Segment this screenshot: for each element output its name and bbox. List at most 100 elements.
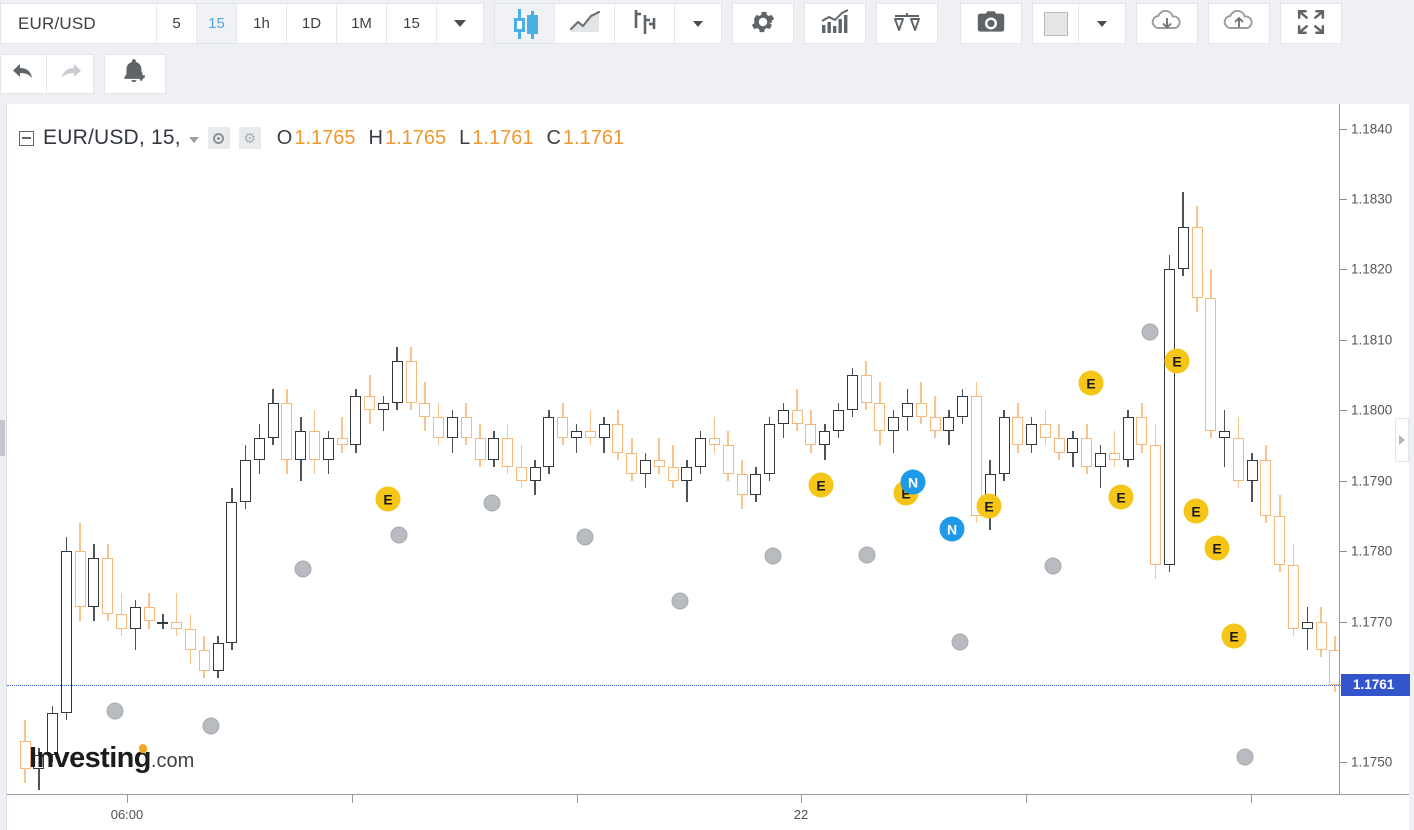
timeframe-1d[interactable]: 1D [287,4,337,43]
timeframe-5[interactable]: 5 [157,4,197,43]
price-tick [1340,480,1347,482]
dividend-marker[interactable] [1141,323,1159,341]
add-alert-button[interactable] [105,55,165,93]
watermark-suffix: .com [150,750,195,772]
news-marker[interactable]: N [939,516,965,542]
dividend-marker[interactable] [671,592,689,610]
dividend-marker[interactable] [202,717,220,735]
chevron-down-icon[interactable] [188,137,199,143]
price-axis[interactable]: 1.1840 1.1830 1.1820 1.1810 1.1800 1.1790 1.17… [1339,104,1410,794]
legend-visibility-button[interactable] [207,127,230,149]
gear-icon: ⚙ [243,130,257,146]
undo-redo-group [0,54,94,94]
line-chart-icon [569,10,600,37]
chevron-down-icon [693,20,703,27]
ohlc-low-key: L [459,126,471,149]
chevron-down-icon [454,20,466,27]
time-tick [352,795,353,803]
ohlc-low-value: 1.1761 [472,126,534,149]
color-swatch-more-button[interactable] [1079,4,1125,43]
undo-button[interactable] [1,55,47,93]
price-axis-label: 1.1750 [1351,754,1393,770]
load-layout-group [1136,3,1198,44]
earnings-marker[interactable]: E [808,472,834,498]
dividend-marker[interactable] [951,633,969,651]
chart-legend: EUR/USD, 15, ⚙ O 1.1765 H 1.1765 L 1.1761 C 1.1… [19,126,637,150]
earnings-marker[interactable]: E [375,486,401,512]
price-tick [1340,128,1347,130]
eye-icon [213,132,225,144]
earnings-marker[interactable]: E [1164,348,1190,374]
redo-button[interactable] [47,55,93,93]
dividend-marker[interactable] [576,528,594,546]
timeframe-15[interactable]: 15 [197,4,237,43]
compare-button[interactable] [877,4,937,43]
main-toolbar: EUR/USD 5 15 1h 1D 1M 15 [0,0,1414,48]
timeframe-more-button[interactable] [437,4,483,43]
price-tick [1340,410,1347,412]
timeframe-custom[interactable]: 15 [387,4,437,43]
cloud-download-icon [1150,9,1184,38]
current-price-line [7,684,1339,686]
dividend-marker[interactable] [390,526,408,544]
chart-type-group [494,3,722,44]
price-axis-label: 1.1830 [1351,191,1393,207]
dividend-marker[interactable] [483,494,501,512]
time-axis[interactable]: 06:00 22 [7,794,1409,830]
color-swatch-button[interactable] [1033,4,1079,43]
timeframe-5-label: 5 [172,15,181,32]
chart-settings-button[interactable] [733,4,793,43]
earnings-marker[interactable]: E [976,493,1002,519]
earnings-marker[interactable]: E [1221,623,1247,649]
symbol-and-timeframe-group: EUR/USD 5 15 1h 1D 1M 15 [0,3,484,44]
right-panel-expand-button[interactable] [1395,418,1409,462]
chart-type-more-button[interactable] [675,4,721,43]
timeframe-1h[interactable]: 1h [237,4,287,43]
dividend-marker[interactable] [294,560,312,578]
earnings-marker[interactable]: E [1108,484,1134,510]
undo-arrow-icon [11,61,37,87]
indicators-button[interactable] [805,4,865,43]
price-tick [1340,199,1347,201]
chart-type-bars-button[interactable] [615,4,675,43]
save-layout-button[interactable] [1209,4,1269,43]
timeframe-1m[interactable]: 1M [337,4,387,43]
dividend-marker[interactable] [1044,557,1062,575]
timeframe-1d-label: 1D [301,15,322,32]
color-swatch-icon [1043,11,1068,36]
left-panel-handle[interactable] [0,420,5,456]
dividend-marker[interactable] [1236,748,1254,766]
earnings-marker[interactable]: E [1183,498,1209,524]
timeframe-15-label: 15 [208,15,225,32]
price-axis-label: 1.1780 [1351,543,1393,559]
price-tick [1340,339,1347,341]
legend-settings-button[interactable]: ⚙ [238,127,261,149]
alert-group [104,54,166,94]
chevron-down-icon [1097,20,1107,27]
ohlc-open-value: 1.1765 [294,126,356,149]
earnings-marker[interactable]: E [1204,535,1230,561]
candlestick-icon [512,8,538,39]
dividend-marker[interactable] [764,547,782,565]
timeframe-custom-label: 15 [403,15,420,32]
dividend-marker[interactable] [858,546,876,564]
chart-type-candles-button[interactable] [495,4,555,43]
fullscreen-button[interactable] [1281,4,1341,43]
indicators-icon [820,8,850,39]
price-axis-label: 1.1840 [1351,121,1393,137]
ohlc-close-value: 1.1761 [562,126,625,149]
load-layout-button[interactable] [1137,4,1197,43]
chart-type-line-button[interactable] [555,4,615,43]
symbol-label: EUR/USD [18,13,96,33]
dividend-marker[interactable] [106,702,124,720]
snapshot-button[interactable] [961,4,1021,43]
news-marker[interactable]: N [900,469,926,495]
collapse-box-icon[interactable] [19,130,34,146]
gear-icon [749,8,777,40]
bar-chart-icon [631,9,659,39]
cloud-upload-icon [1222,9,1256,38]
earnings-marker[interactable]: E [1078,370,1104,396]
symbol-selector[interactable]: EUR/USD [1,4,157,43]
